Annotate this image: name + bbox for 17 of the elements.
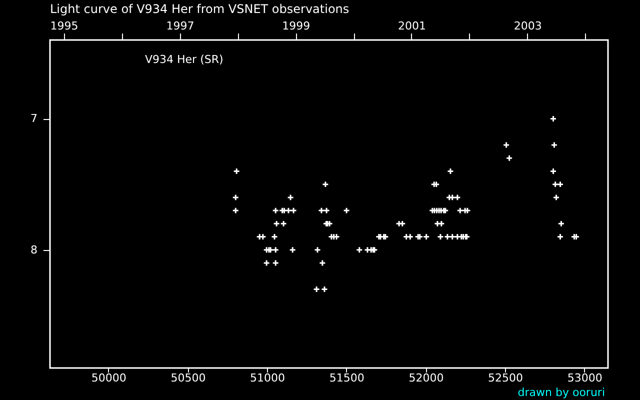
y-tick-label: 8: [30, 243, 38, 256]
x-tick-label: 50000: [91, 372, 126, 384]
x-tick-label: 51500: [329, 372, 364, 384]
x-tick-label: 53000: [567, 372, 602, 384]
x2-tick-label: 2001: [398, 20, 426, 32]
text: drawn by ooruri: [518, 386, 605, 399]
x2-tick-label: 1999: [282, 20, 310, 32]
x-tick-label: 52500: [488, 372, 524, 384]
x2-tick-label: 1997: [166, 20, 194, 32]
annotation: V934 Her (SR): [145, 53, 224, 66]
x2-tick-label: 2003: [514, 20, 542, 32]
chart-title: Light curve of V934 Her from VSNET observations: [50, 2, 350, 16]
y-tick-label: 7: [30, 112, 38, 126]
x2-tick-label: 1995: [50, 20, 78, 32]
x-tick-label: 52000: [408, 372, 444, 384]
x-tick-label: 50500: [170, 372, 206, 384]
x-tick-label: 51000: [250, 372, 286, 384]
